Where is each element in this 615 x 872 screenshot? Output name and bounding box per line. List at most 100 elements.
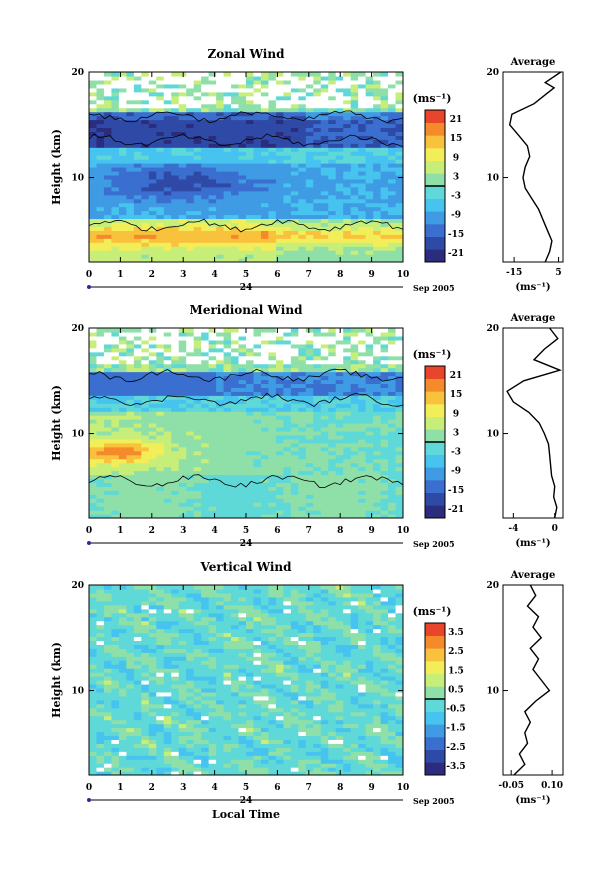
heatmap-cell <box>268 151 277 156</box>
heatmap-cell <box>380 206 389 212</box>
heatmap-cell <box>111 210 120 216</box>
heatmap-cell <box>283 79 292 85</box>
heatmap-cell <box>298 170 307 176</box>
heatmap-cell <box>231 462 240 468</box>
heatmap-cell <box>193 111 202 117</box>
heatmap-cell <box>320 230 329 235</box>
heatmap-cell <box>186 186 195 192</box>
heatmap-cell <box>231 347 240 353</box>
heatmap-cell <box>373 167 382 172</box>
heatmap-cell <box>238 450 247 456</box>
heatmap-cell <box>238 506 247 511</box>
heatmap-cell <box>246 470 255 476</box>
heatmap-cell <box>171 490 180 495</box>
heatmap-cell <box>178 498 187 503</box>
heatmap-cell <box>238 486 247 491</box>
heatmap-cell <box>156 470 165 476</box>
heatmap-cell <box>388 170 397 176</box>
heatmap-cell <box>380 743 389 748</box>
heatmap-cell <box>201 395 210 400</box>
heatmap-cell <box>365 198 374 204</box>
heatmap-cell <box>141 83 150 89</box>
heatmap-cell <box>268 767 277 772</box>
heatmap-cell <box>283 151 292 156</box>
heatmap-cell <box>246 474 255 480</box>
heatmap-cell <box>111 234 120 239</box>
heatmap-cell <box>373 423 382 428</box>
heatmap-cell <box>201 351 210 357</box>
heatmap-cell <box>260 699 270 705</box>
heatmap-cell <box>231 502 240 507</box>
heatmap-cell <box>208 767 217 772</box>
heatmap-cell <box>193 83 202 89</box>
heatmap-cell <box>380 174 389 180</box>
heatmap-cell <box>380 423 389 428</box>
heatmap-cell <box>126 462 135 468</box>
heatmap-cell <box>358 75 367 81</box>
heatmap-cell <box>246 115 255 121</box>
heatmap-cell <box>298 250 307 255</box>
heatmap-cell <box>343 79 352 85</box>
heatmap-cell <box>133 328 142 333</box>
heatmap-cell <box>103 222 113 227</box>
heatmap-cell <box>201 514 210 518</box>
heatmap-cell <box>118 514 127 518</box>
heatmap-cell <box>343 331 352 337</box>
heatmap-cell <box>373 719 382 725</box>
heatmap-cell <box>246 434 255 440</box>
heatmap-cell <box>231 715 240 721</box>
heatmap-cell <box>133 454 142 460</box>
heatmap-cell <box>193 222 202 227</box>
heatmap-cell <box>290 339 299 345</box>
heatmap-cell <box>313 430 322 436</box>
heatmap-cell <box>103 434 113 440</box>
heatmap-cell <box>96 218 105 224</box>
heatmap-cell <box>96 430 105 436</box>
heatmap-cell <box>133 242 142 247</box>
heatmap-cell <box>163 218 172 224</box>
heatmap-cell <box>223 135 232 140</box>
heatmap-cell <box>89 474 98 480</box>
heatmap-cell <box>141 711 150 717</box>
heatmap-cell <box>365 242 374 247</box>
heatmap-cell <box>186 426 195 432</box>
heatmap-cell <box>193 387 202 392</box>
colorbar-segment <box>425 505 445 519</box>
heatmap-cell <box>283 375 292 381</box>
heatmap-cell <box>216 174 225 180</box>
heatmap-cell <box>380 363 389 369</box>
heatmap-cell <box>260 182 270 188</box>
heatmap-cell <box>268 430 277 436</box>
heatmap-cell <box>275 502 284 507</box>
heatmap-cell <box>148 234 157 239</box>
heatmap-cell <box>96 510 105 515</box>
heatmap-cell <box>148 242 157 247</box>
heatmap-cell <box>223 131 232 136</box>
heatmap-cell <box>268 174 277 180</box>
heatmap-cell <box>118 182 127 188</box>
heatmap-cell <box>171 763 180 768</box>
heatmap-cell <box>260 328 270 333</box>
heatmap-cell <box>373 87 382 93</box>
heatmap-cell <box>335 395 344 400</box>
heatmap-cell <box>305 198 314 204</box>
heatmap-cell <box>193 182 202 188</box>
heatmap-cell <box>373 506 382 511</box>
heatmap-cell <box>148 127 157 132</box>
heatmap-cell <box>156 395 165 400</box>
heatmap-cell <box>238 478 247 483</box>
heatmap-cell <box>358 258 367 262</box>
heatmap-cell <box>380 367 389 373</box>
heatmap-cell <box>305 403 314 408</box>
heatmap-cell <box>156 514 165 518</box>
heatmap-cell <box>350 462 359 468</box>
heatmap-cell <box>238 719 247 725</box>
heatmap-cell <box>156 83 165 89</box>
heatmap-cell <box>290 79 299 85</box>
heatmap-cell <box>298 194 307 200</box>
heatmap-cell <box>373 363 382 369</box>
average-profile <box>508 71 562 263</box>
heatmap-cell <box>171 731 180 737</box>
heatmap-cell <box>148 206 157 212</box>
heatmap-cell <box>365 482 374 487</box>
